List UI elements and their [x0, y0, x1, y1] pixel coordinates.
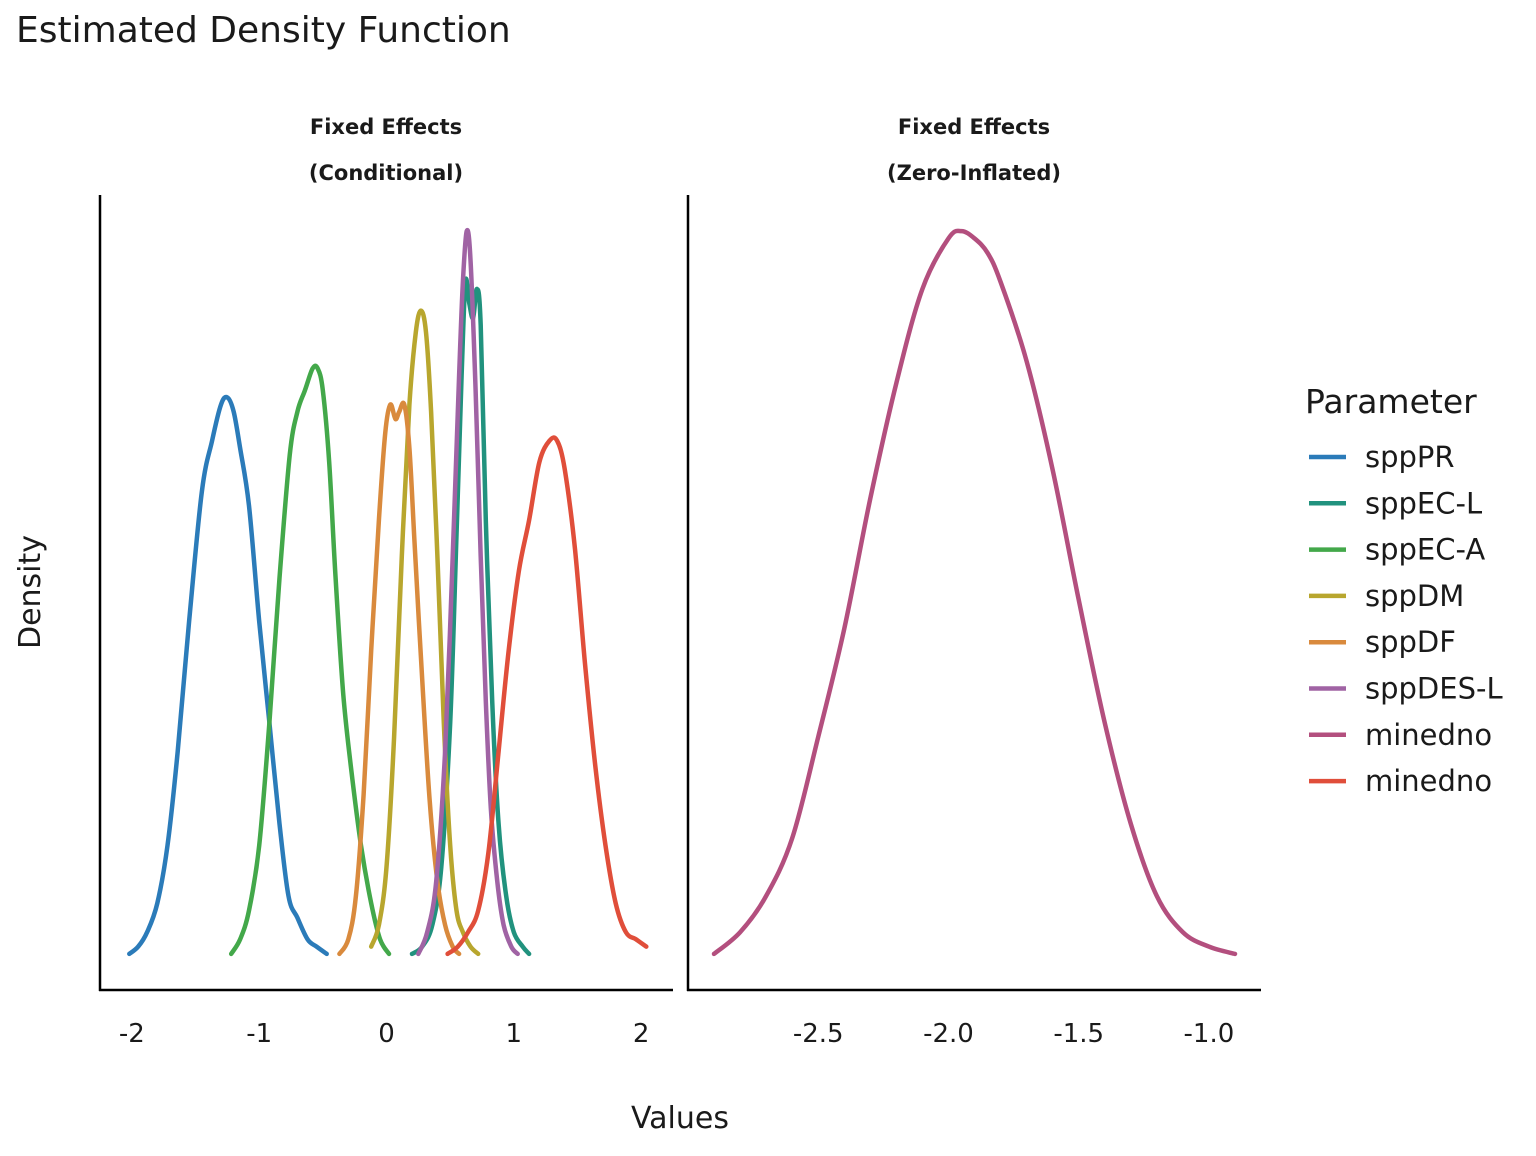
panel-conditional-strip-line2: (Conditional): [309, 161, 463, 185]
density-line-conditional-sppec-a-2: [228, 363, 392, 957]
panel-zero-inflated-series: [711, 228, 1238, 957]
density-line-conditional-spppr-0: [127, 394, 329, 957]
density-line-conditional-sppdf-4: [337, 400, 462, 957]
x-tick-label-conditional-0: -2: [119, 1019, 145, 1049]
legend: Parameter sppPRsppEC-LsppEC-AsppDMsppDFs…: [1305, 382, 1503, 798]
x-tick-label-zero-inflated-3: -1.0: [1184, 1019, 1235, 1049]
panel-zero-inflated: Fixed Effects (Zero-Inflated) -2.5 -2.0 -1…: [686, 115, 1261, 1049]
y-axis-title: Density: [13, 535, 48, 649]
density-line-conditional-minedno-6: [445, 435, 649, 957]
x-axis-title: Values: [631, 1101, 729, 1136]
chart-title: Estimated Density Function: [16, 10, 511, 51]
legend-title: Parameter: [1305, 382, 1477, 421]
x-tick-label-zero-inflated-2: -1.5: [1053, 1019, 1104, 1049]
panel-zero-inflated-strip-line1: Fixed Effects: [898, 115, 1050, 139]
legend-label-sppdf-4: sppDF: [1365, 625, 1456, 659]
legend-label-sppdes-l-5: sppDES-L: [1365, 672, 1503, 706]
x-tick-label-conditional-1: -1: [246, 1019, 272, 1049]
panel-conditional-ticks: -2 -1 0 1 2: [119, 1019, 650, 1049]
x-tick-label-conditional-4: 2: [633, 1019, 650, 1049]
x-tick-label-zero-inflated-1: -2.0: [923, 1019, 974, 1049]
panel-conditional-strip-line1: Fixed Effects: [310, 115, 462, 139]
legend-label-sppdm-3: sppDM: [1365, 579, 1464, 613]
legend-label-spppr-0: sppPR: [1365, 440, 1455, 474]
x-tick-label-conditional-2: 0: [378, 1019, 395, 1049]
legend-label-sppec-l-1: sppEC-L: [1365, 486, 1482, 520]
legend-items: sppPR sppEC-L sppEC-A sppDM sppDF sppDES-L min…: [1309, 440, 1503, 798]
density-line-zero-inflated-minedno-0: [711, 228, 1238, 957]
panel-conditional-series: [127, 227, 649, 957]
legend-label-minedno-6: minedno: [1365, 718, 1492, 752]
density-line-conditional-sppdm-3: [368, 308, 481, 957]
density-line-conditional-sppdes-l-5: [416, 227, 520, 957]
legend-label-minedno-7: minedno: [1365, 764, 1492, 798]
panel-conditional: Fixed Effects (Conditional) -2 -1 0 1 2: [98, 115, 673, 1049]
panel-zero-inflated-strip-line2: (Zero-Inflated): [887, 161, 1061, 185]
legend-label-sppec-a-2: sppEC-A: [1365, 533, 1485, 567]
x-tick-label-conditional-3: 1: [506, 1019, 523, 1049]
x-tick-label-zero-inflated-0: -2.5: [793, 1019, 844, 1049]
panel-zero-inflated-ticks: -2.5 -2.0 -1.5 -1.0: [793, 1019, 1235, 1049]
